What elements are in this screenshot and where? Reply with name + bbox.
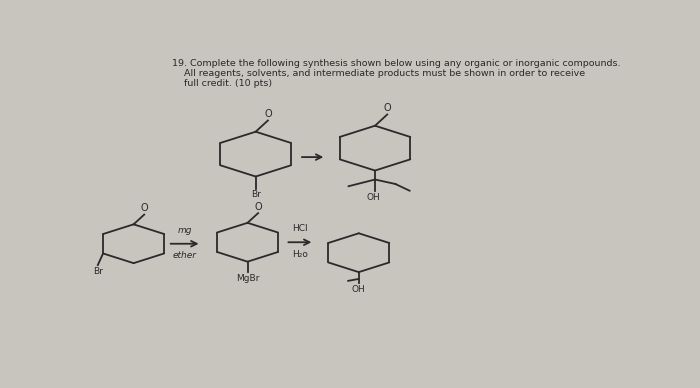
Text: Br: Br (93, 267, 103, 276)
Text: mg: mg (177, 226, 192, 235)
Text: 19. Complete the following synthesis shown below using any organic or inorganic : 19. Complete the following synthesis sho… (172, 59, 620, 88)
Text: O: O (264, 109, 272, 119)
Text: HCl: HCl (292, 224, 308, 233)
Text: MgBr: MgBr (236, 274, 259, 283)
Text: O: O (254, 201, 262, 211)
Text: OH: OH (352, 285, 365, 294)
Text: H₂o: H₂o (292, 250, 308, 259)
Text: O: O (141, 203, 148, 213)
Text: Br: Br (251, 191, 260, 199)
Text: O: O (384, 103, 391, 113)
Text: ether: ether (173, 251, 197, 260)
Text: OH: OH (366, 192, 380, 201)
